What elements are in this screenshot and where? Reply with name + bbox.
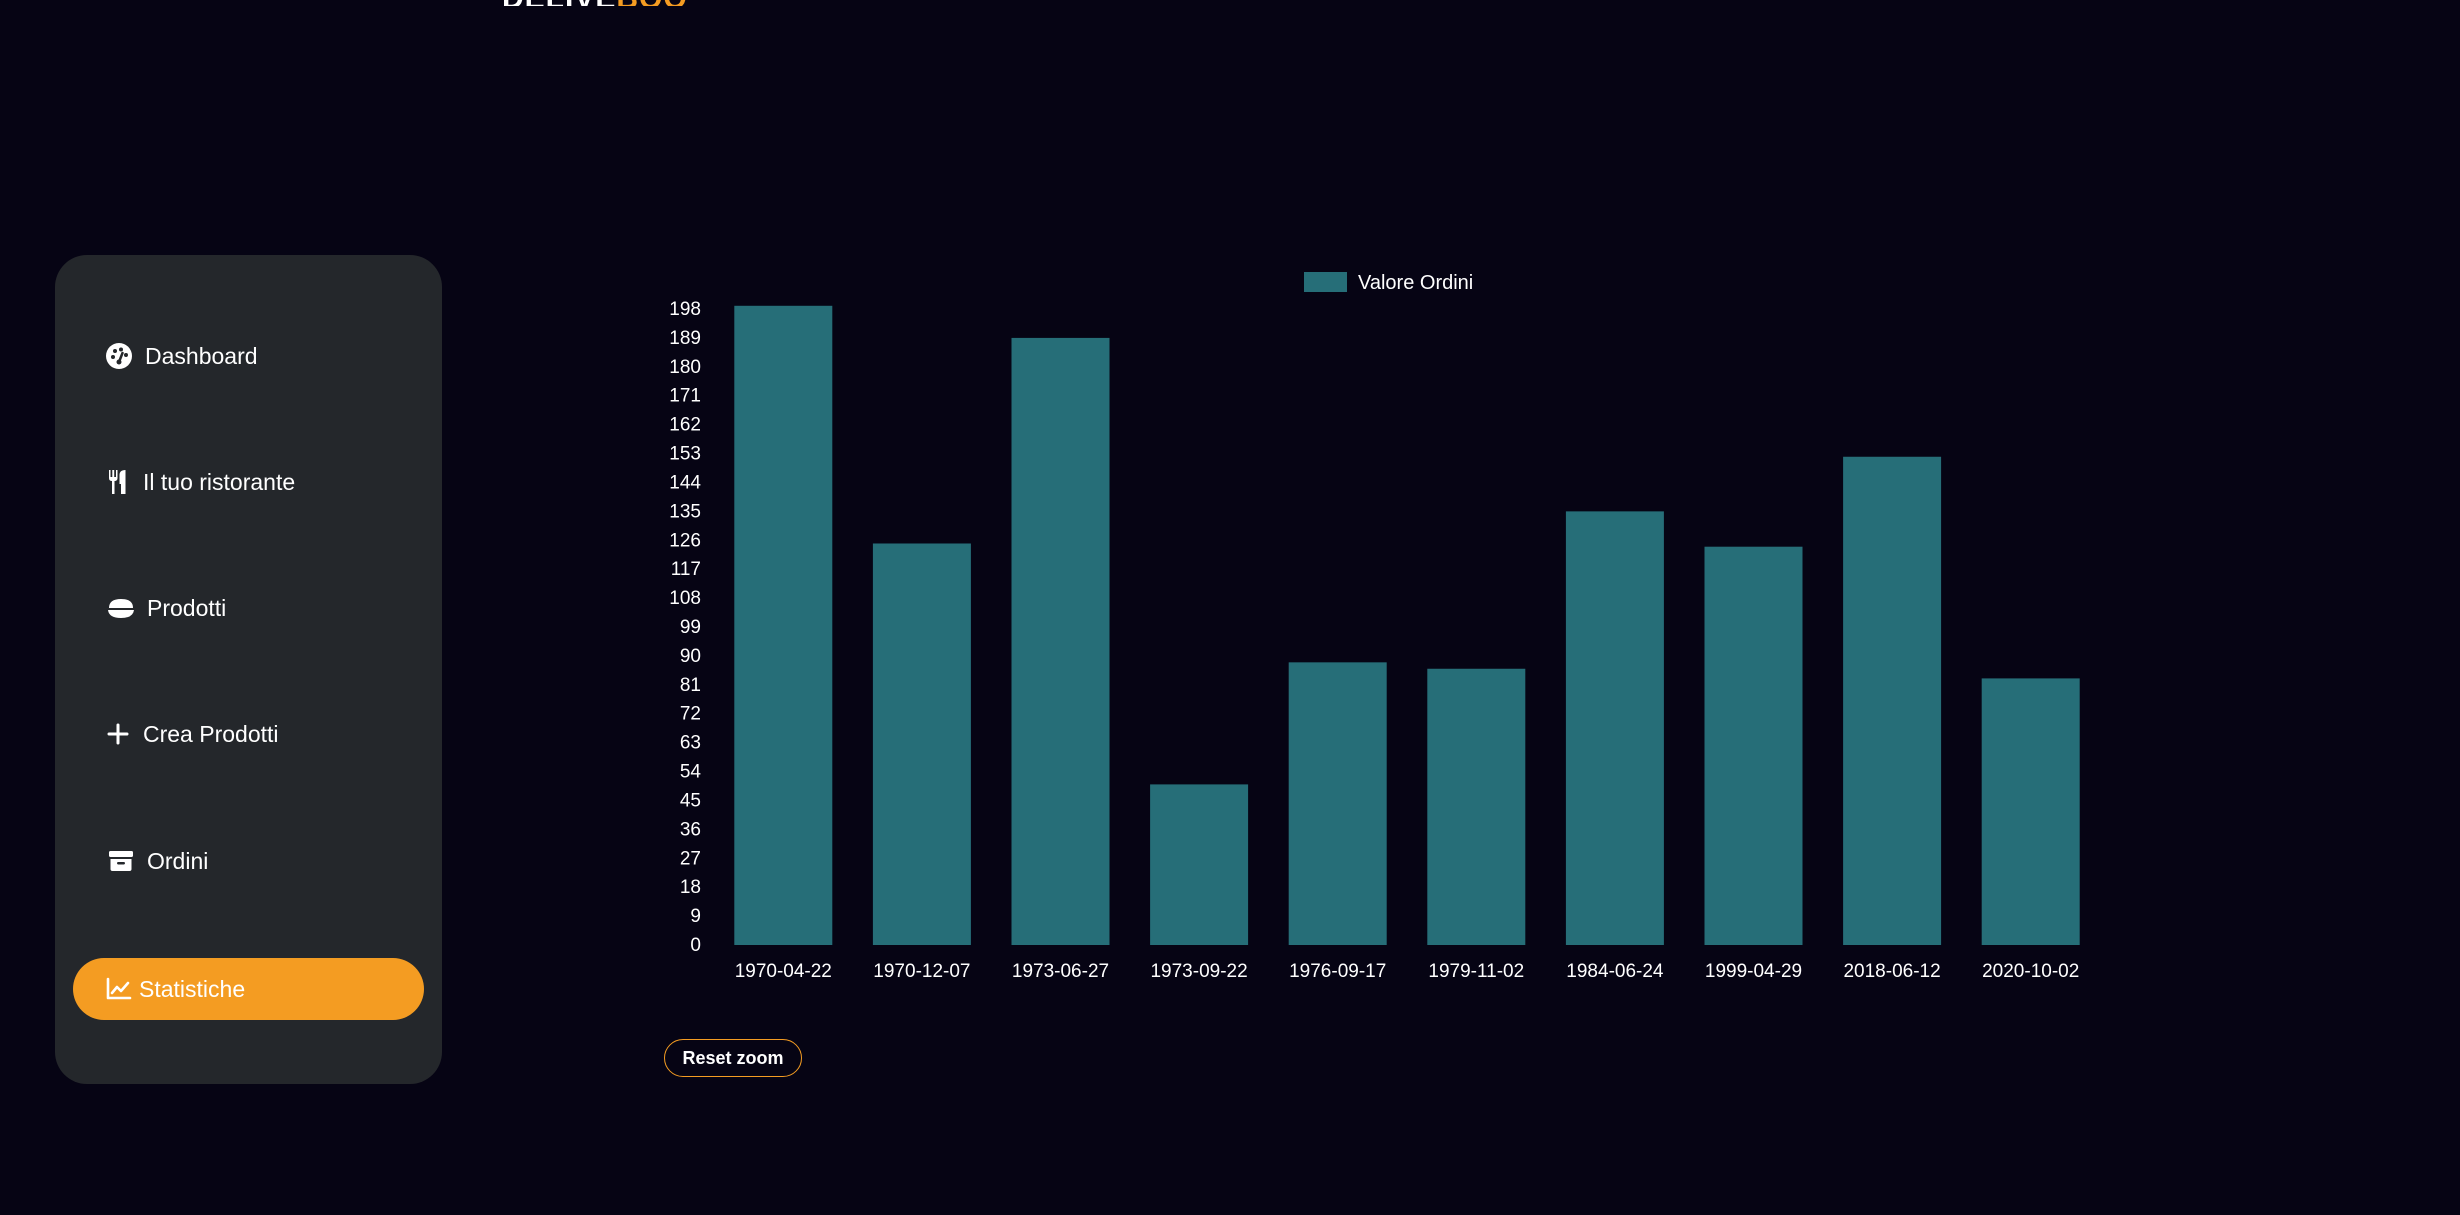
x-tick-label: 1973-09-22: [1150, 961, 1247, 982]
utensils-icon: [107, 468, 129, 496]
y-tick-label: 117: [671, 559, 701, 580]
x-tick-label: 1999-04-29: [1705, 961, 1802, 982]
gauge-icon: [105, 342, 133, 370]
plus-icon: [107, 720, 129, 748]
bar: [1843, 456, 1942, 945]
y-tick-label: 9: [690, 906, 701, 927]
sidebar-item-ordini[interactable]: Ordini: [107, 830, 458, 892]
bar: [1981, 678, 2080, 945]
legend-label: Valore Ordini: [1358, 272, 1473, 294]
sidebar-item-crea-prodotti[interactable]: Crea Prodotti: [107, 703, 458, 765]
bar: [1565, 511, 1664, 945]
brand-logo-part1: DELIVE: [502, 0, 616, 6]
sidebar-item-label: Il tuo ristorante: [143, 468, 296, 495]
legend-swatch: [1304, 272, 1347, 292]
bowl-icon: [107, 594, 135, 622]
reset-zoom-button[interactable]: Reset zoom: [664, 1039, 802, 1077]
bar: [1150, 784, 1249, 945]
y-tick-label: 36: [680, 819, 701, 840]
y-tick-label: 0: [690, 935, 701, 956]
y-tick-label: 153: [669, 444, 701, 465]
sidebar-item-prodotti[interactable]: Prodotti: [107, 577, 458, 639]
y-tick-label: 144: [669, 472, 701, 493]
y-tick-label: 108: [669, 588, 701, 609]
y-tick-label: 45: [680, 790, 701, 811]
x-tick-label: 2020-10-02: [1982, 961, 2079, 982]
x-tick-label: 1970-04-22: [735, 961, 832, 982]
y-tick-label: 99: [680, 617, 701, 638]
chart-svg: Valore Ordini 0 9 18 27 36 45 54 63 72 81 90 99 108 11…: [669, 272, 2080, 982]
sidebar-item-label: Prodotti: [147, 594, 227, 621]
x-tick-label: 1976-09-17: [1289, 961, 1386, 982]
y-tick-label: 198: [669, 299, 701, 320]
sidebar-item-dashboard[interactable]: Dashboard: [105, 325, 456, 387]
y-tick-label: 126: [669, 530, 701, 551]
sidebar-item-statistiche[interactable]: Statistiche: [73, 958, 424, 1020]
x-tick-label: 2018-06-12: [1843, 961, 1940, 982]
bar: [1427, 668, 1526, 945]
y-tick-label: 63: [680, 733, 701, 754]
sidebar-item-label: Statistiche: [139, 975, 246, 1002]
sidebar-item-il-tuo-ristorante[interactable]: Il tuo ristorante: [107, 451, 458, 513]
x-tick-label: 1984-06-24: [1566, 961, 1664, 982]
orders-bar-chart[interactable]: Valore Ordini 0 9 18 27 36 45 54 63 72 81 90 99 108 11…: [640, 260, 2120, 1000]
y-tick-label: 135: [669, 501, 701, 522]
y-tick-label: 72: [680, 704, 701, 725]
y-tick-label: 54: [680, 762, 702, 783]
bar: [734, 305, 833, 946]
sidebar-item-label: Dashboard: [145, 342, 258, 369]
x-tick-label: 1979-11-02: [1428, 961, 1524, 982]
sidebar: Dashboard Il tuo ristorante Prodotti Cre…: [55, 255, 442, 1084]
y-tick-label: 27: [680, 848, 701, 869]
bar: [1011, 337, 1110, 946]
x-tick-label: 1970-12-07: [873, 961, 970, 982]
y-tick-label: 189: [669, 328, 701, 349]
y-tick-label: 18: [680, 877, 701, 898]
y-tick-label: 171: [669, 386, 701, 407]
bar: [1704, 546, 1803, 945]
y-tick-label: 162: [669, 415, 701, 436]
bar: [872, 543, 971, 945]
bar: [1288, 662, 1387, 945]
y-tick-label: 90: [680, 646, 701, 667]
y-tick-label: 81: [680, 675, 701, 696]
brand-logo: DELIVEBOO: [502, 0, 688, 6]
chart-line-icon: [105, 975, 133, 1003]
x-tick-label: 1973-06-27: [1012, 961, 1109, 982]
sidebar-item-label: Crea Prodotti: [143, 720, 279, 747]
brand-logo-part2: BOO: [616, 0, 687, 6]
sidebar-item-label: Ordini: [147, 847, 209, 874]
archive-icon: [107, 847, 135, 875]
y-tick-label: 180: [669, 357, 701, 378]
